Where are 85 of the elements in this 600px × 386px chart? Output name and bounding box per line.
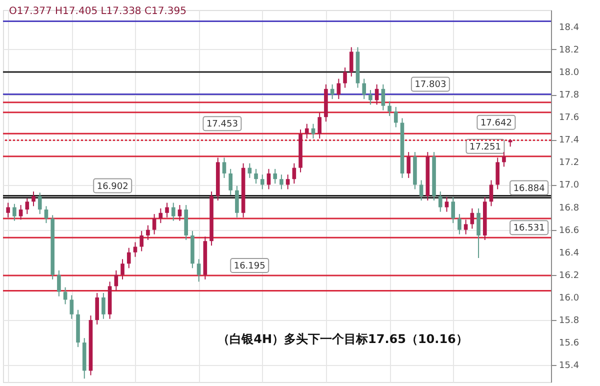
candlestick <box>280 174 284 190</box>
candlestick <box>419 180 424 202</box>
candlestick <box>140 230 144 252</box>
annotation: O17.377 H17.405 L17.338 C17.395 <box>9 6 186 17</box>
candlestick <box>458 214 462 235</box>
candlestick <box>444 196 449 212</box>
candlestick <box>406 152 411 178</box>
y-tick-label: 16.8 <box>559 203 580 214</box>
candlestick <box>362 78 366 100</box>
candlestick <box>126 247 131 269</box>
candlestick <box>286 174 290 190</box>
candlestick <box>57 270 61 297</box>
candlestick <box>336 78 341 100</box>
candlestick <box>6 202 10 218</box>
y-tick-label: 15.6 <box>559 338 580 349</box>
y-tick-label: 17.4 <box>559 136 580 146</box>
ref-line-label: 17.642 <box>480 118 512 128</box>
candlestick <box>196 258 201 282</box>
ref-line-label: 16.902 <box>96 182 128 192</box>
candlestick <box>165 202 169 218</box>
y-tick-label: 16.0 <box>559 293 580 304</box>
candlestick <box>248 162 252 178</box>
ref-line-label: 16.884 <box>513 184 546 194</box>
ref-line-label: 16.531 <box>513 224 545 234</box>
candlestick <box>470 208 474 230</box>
candlestick <box>438 190 442 212</box>
candlestick <box>343 66 347 88</box>
candlestick <box>349 46 354 78</box>
candlestick <box>152 214 156 235</box>
candlestick <box>254 168 258 184</box>
y-tick-label: 17.6 <box>559 113 580 124</box>
candlestick <box>18 204 23 220</box>
candlestick <box>368 90 372 106</box>
annotation: （白银4H）多头下一个目标17.65（10.16） <box>218 332 468 346</box>
candlestick <box>374 84 379 106</box>
ref-line-label: 17.453 <box>206 120 238 130</box>
y-tick-label: 17.8 <box>559 90 580 101</box>
candlestick <box>318 112 322 140</box>
candlestick <box>133 242 138 258</box>
candlestick <box>451 196 456 224</box>
candlestick <box>222 157 226 178</box>
candlestick <box>496 157 500 190</box>
candlestick <box>32 190 36 207</box>
candlestick <box>178 204 182 222</box>
candlestick <box>12 203 16 222</box>
candlestick <box>146 224 150 240</box>
candlestick <box>235 185 239 218</box>
candlestick <box>120 258 124 280</box>
candlestick <box>260 174 264 190</box>
y-tick-label: 17.0 <box>559 180 580 191</box>
y-tick-label: 16.6 <box>559 226 580 236</box>
candlestick <box>158 208 163 224</box>
ref-line-label: 17.251 <box>469 142 501 152</box>
candlestick <box>38 192 42 215</box>
candlestick <box>381 84 386 111</box>
y-tick-label: 15.4 <box>559 361 580 372</box>
candlestick <box>394 106 398 128</box>
candlestick <box>292 162 296 184</box>
candlestick <box>311 123 316 140</box>
candlestick <box>388 100 392 116</box>
candlestick <box>476 208 480 258</box>
candlestick <box>502 152 506 168</box>
candlestick <box>330 84 334 100</box>
y-tick-label: 16.4 <box>559 248 580 258</box>
candlestick <box>228 168 232 196</box>
candlestick <box>114 270 118 292</box>
y-tick-label: 18.2 <box>559 45 580 56</box>
candlestick <box>266 168 271 190</box>
candlestick <box>171 202 176 222</box>
candlestick <box>25 198 30 215</box>
candlestick <box>102 292 106 320</box>
ref-line-label: 17.803 <box>414 80 446 90</box>
candlestick <box>464 219 468 235</box>
y-tick-label: 16.2 <box>559 270 580 281</box>
candlestick <box>95 292 99 326</box>
candlestick <box>273 168 277 184</box>
candlestick <box>489 180 494 207</box>
candlestick <box>304 123 309 140</box>
y-tick-label: 18.4 <box>559 22 580 33</box>
y-tick-label: 18.0 <box>559 68 580 78</box>
y-tick-label: 15.8 <box>559 316 580 326</box>
y-tick-label: 17.2 <box>559 158 580 168</box>
candlestick <box>70 294 74 320</box>
candlestick <box>44 206 48 224</box>
ref-line-label: 16.195 <box>234 261 266 272</box>
